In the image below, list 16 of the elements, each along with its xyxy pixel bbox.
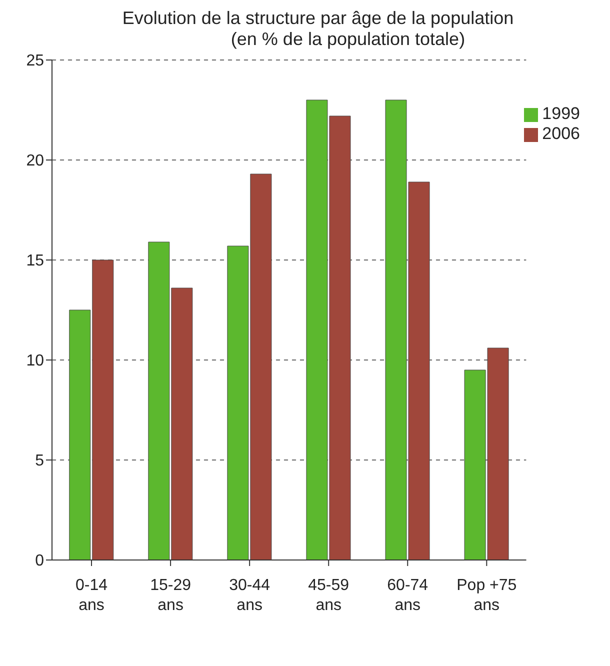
y-tick-label: 20 [26,152,44,170]
y-tick-label: 15 [26,252,44,270]
x-tick-label: 45-59 ans [308,577,350,614]
x-tick-label: 15-29 ans [150,577,192,614]
legend-label: 2006 [542,124,580,143]
y-tick-label: 10 [26,352,44,370]
legend-label: 1999 [542,104,580,123]
y-tick-label: 0 [35,552,44,570]
chart-title: Evolution de la structure par âge de la population [121,8,515,29]
x-tick-label: 30-44 ans [229,577,270,614]
chart-subtitle: (en % de la population totale) [230,29,466,50]
y-tick-label: 25 [26,52,44,70]
x-tick-label: 0-14 ans [76,577,108,614]
y-tick-label: 5 [35,452,44,470]
x-tick-label: Pop +75 ans [456,577,517,614]
x-tick-label: 60-74 ans [387,577,428,614]
